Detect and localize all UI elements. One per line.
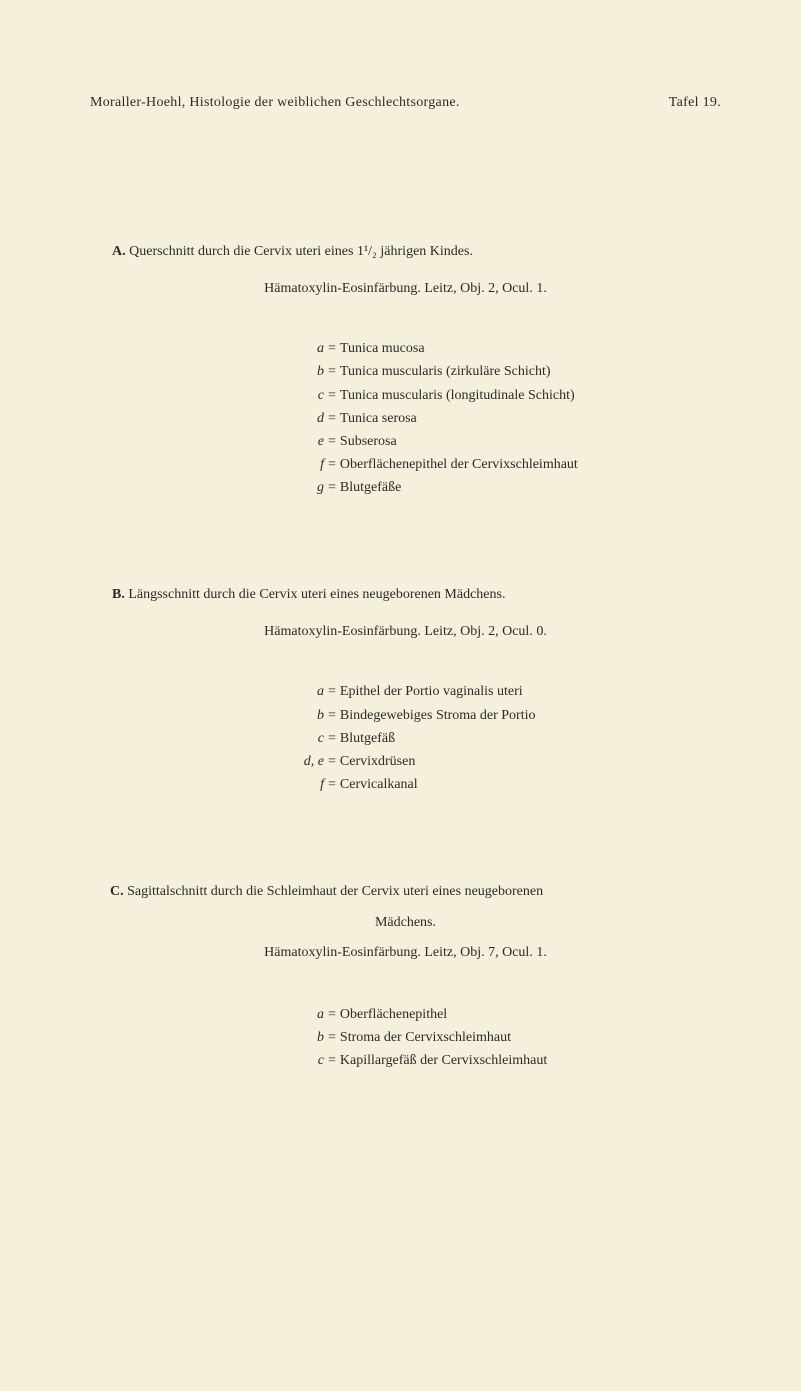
item-value: Blutgefäße (340, 476, 721, 499)
section-c-letter: C. (110, 884, 124, 899)
section-b-subtitle: Hämatoxylin-Eosinfärbung. Leitz, Obj. 2,… (90, 624, 721, 640)
item-key: d, e (290, 750, 328, 773)
item-eq: = (328, 476, 340, 499)
item-key: a (290, 1003, 328, 1026)
item-key: g (290, 476, 328, 499)
section-c-subtitle: Hämatoxylin-Eosinfärbung. Leitz, Obj. 7,… (90, 945, 721, 961)
item-key: f (290, 773, 328, 796)
section-a: A. Querschnitt durch die Cervix uteri ei… (90, 241, 721, 499)
item-value: Oberflächenepithel der Cervixschleimhaut (340, 453, 721, 476)
item-value: Cervixdrüsen (340, 750, 721, 773)
item-value: Tunica serosa (340, 407, 721, 430)
item-eq: = (328, 773, 340, 796)
item-eq: = (328, 727, 340, 750)
list-item: a = Epithel der Portio vaginalis uteri (290, 680, 721, 703)
list-item: e = Subserosa (290, 430, 721, 453)
list-item: d = Tunica serosa (290, 407, 721, 430)
item-key: f (290, 453, 328, 476)
item-value: Subserosa (340, 430, 721, 453)
item-eq: = (328, 680, 340, 703)
item-key: c (290, 1049, 328, 1072)
item-eq: = (328, 453, 340, 476)
section-a-items: a = Tunica mucosa b = Tunica muscularis … (290, 337, 721, 499)
list-item: c = Blutgefäß (290, 727, 721, 750)
item-eq: = (328, 1003, 340, 1026)
item-eq: = (328, 407, 340, 430)
section-c: C. Sagittalschnitt durch die Schleimhaut… (90, 881, 721, 1073)
list-item: c = Tunica muscularis (longitudinale Sch… (290, 384, 721, 407)
item-key: a (290, 680, 328, 703)
item-eq: = (328, 360, 340, 383)
item-eq: = (328, 430, 340, 453)
header-plate-number: Tafel 19. (669, 95, 721, 111)
item-value: Epithel der Portio vaginalis uteri (340, 680, 721, 703)
item-eq: = (328, 337, 340, 360)
item-value: Blutgefäß (340, 727, 721, 750)
item-eq: = (328, 1026, 340, 1049)
item-eq: = (328, 1049, 340, 1072)
item-value: Cervicalkanal (340, 773, 721, 796)
list-item: c = Kapillargefäß der Cervixschleimhaut (290, 1049, 721, 1072)
item-eq: = (328, 750, 340, 773)
item-value: Stroma der Cervixschleimhaut (340, 1026, 721, 1049)
list-item: a = Tunica mucosa (290, 337, 721, 360)
item-key: d (290, 407, 328, 430)
item-eq: = (328, 704, 340, 727)
list-item: a = Oberflächenepithel (290, 1003, 721, 1026)
item-value: Oberflächenepithel (340, 1003, 721, 1026)
section-a-title: A. Querschnitt durch die Cervix uteri ei… (90, 241, 721, 263)
section-c-title-text: Sagittalschnitt durch die Schleimhaut de… (127, 884, 543, 899)
section-c-maedchens: Mädchens. (90, 915, 721, 931)
section-a-subtitle: Hämatoxylin-Eosinfärbung. Leitz, Obj. 2,… (90, 281, 721, 297)
section-b-title-text: Längsschnitt durch die Cervix uteri eine… (128, 587, 505, 602)
section-a-title-text: Querschnitt durch die Cervix uteri eines… (129, 244, 473, 259)
list-item: b = Stroma der Cervixschleimhaut (290, 1026, 721, 1049)
item-key: b (290, 360, 328, 383)
section-a-letter: A. (112, 244, 126, 259)
section-b-letter: B. (112, 587, 125, 602)
item-value: Bindegewebiges Stroma der Portio (340, 704, 721, 727)
item-value: Kapillargefäß der Cervixschleimhaut (340, 1049, 721, 1072)
list-item: g = Blutgefäße (290, 476, 721, 499)
item-value: Tunica muscularis (zirkuläre Schicht) (340, 360, 721, 383)
section-c-title: C. Sagittalschnitt durch die Schleimhaut… (90, 881, 721, 903)
item-key: c (290, 727, 328, 750)
item-eq: = (328, 384, 340, 407)
page-header: Moraller-Hoehl, Histologie der weibliche… (90, 95, 721, 111)
list-item: d, e = Cervixdrüsen (290, 750, 721, 773)
item-key: e (290, 430, 328, 453)
list-item: b = Tunica muscularis (zirkuläre Schicht… (290, 360, 721, 383)
section-b-items: a = Epithel der Portio vaginalis uteri b… (290, 680, 721, 795)
item-key: b (290, 704, 328, 727)
header-title-left: Moraller-Hoehl, Histologie der weibliche… (90, 95, 460, 111)
list-item: f = Cervicalkanal (290, 773, 721, 796)
item-value: Tunica muscularis (longitudinale Schicht… (340, 384, 721, 407)
list-item: f = Oberflächenepithel der Cervixschleim… (290, 453, 721, 476)
list-item: b = Bindegewebiges Stroma der Portio (290, 704, 721, 727)
section-b-title: B. Längsschnitt durch die Cervix uteri e… (90, 584, 721, 606)
section-b: B. Längsschnitt durch die Cervix uteri e… (90, 584, 721, 796)
item-key: b (290, 1026, 328, 1049)
item-key: a (290, 337, 328, 360)
item-value: Tunica mucosa (340, 337, 721, 360)
item-key: c (290, 384, 328, 407)
section-c-items: a = Oberflächenepithel b = Stroma der Ce… (290, 1003, 721, 1072)
